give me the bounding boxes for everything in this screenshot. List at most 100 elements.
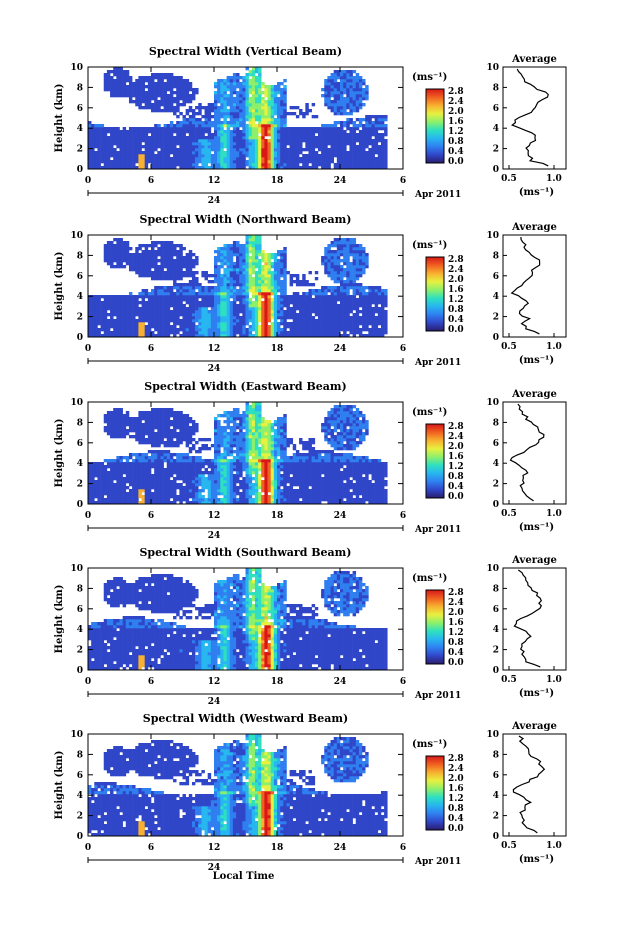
heatmap-cell: [305, 145, 309, 149]
heatmap-cell: [132, 477, 136, 481]
heatmap-cell: [371, 310, 375, 314]
heatmap-cell: [122, 79, 127, 83]
heatmap-cell: [154, 253, 158, 257]
heatmap-cell: [141, 501, 145, 505]
heatmap-cell: [147, 136, 152, 140]
heatmap-cell: [248, 262, 253, 266]
heatmap-cell: [226, 262, 231, 266]
heatmap-cell: [94, 489, 98, 493]
heatmap-cell: [283, 136, 287, 140]
heatmap-cell: [314, 292, 319, 296]
heatmap-cell: [321, 301, 325, 305]
heatmap-cell: [232, 268, 237, 272]
heatmap-cell: [94, 127, 98, 131]
heatmap-cell: [283, 148, 287, 152]
heatmap-cell: [128, 480, 133, 484]
heatmap-cell: [333, 127, 338, 131]
heatmap-cell: [147, 292, 152, 296]
heatmap-cell: [349, 109, 353, 113]
heatmap-cell: [340, 238, 344, 242]
heatmap-cell: [289, 139, 294, 143]
heatmap-cell: [270, 151, 275, 155]
heatmap-cell: [119, 456, 123, 460]
heatmap-cell: [110, 91, 114, 95]
heatmap-cell: [110, 142, 114, 146]
heatmap-cell: [374, 316, 379, 320]
heatmap-cell: [340, 334, 344, 338]
heatmap-cell: [273, 124, 278, 128]
heatmap-cell: [138, 82, 142, 86]
heatmap-cell: [160, 310, 164, 314]
heatmap-cell: [169, 325, 174, 329]
heatmap-cell: [251, 157, 256, 161]
heatmap-cell: [128, 268, 133, 272]
heatmap-cell: [330, 250, 334, 254]
heatmap-cell: [242, 109, 246, 113]
heatmap-cell: [254, 259, 259, 263]
heatmap-cell: [251, 328, 256, 332]
heatmap-cell: [333, 259, 338, 263]
heatmap-cell: [340, 76, 344, 80]
heatmap-cell: [261, 142, 265, 146]
heatmap-cell: [106, 322, 111, 326]
heatmap-cell: [273, 322, 278, 326]
heatmap-cell: [182, 313, 186, 317]
heatmap-cell: [229, 295, 234, 299]
heatmap-cell: [258, 130, 262, 134]
heatmap-cell: [223, 286, 227, 290]
heatmap-cell: [280, 286, 284, 290]
heatmap-cell: [141, 295, 145, 299]
heatmap-cell: [125, 322, 130, 326]
heatmap-cell: [251, 160, 256, 164]
heatmap-cell: [280, 331, 284, 335]
heatmap-cell: [324, 85, 328, 89]
heatmap-cell: [138, 432, 142, 436]
heatmap-cell: [135, 301, 139, 305]
heatmap-cell: [160, 73, 164, 77]
heatmap-cell: [157, 100, 161, 104]
heatmap-cell: [311, 139, 316, 143]
heatmap-cell: [333, 130, 338, 134]
heatmap-cell: [106, 130, 111, 134]
heatmap-cell: [132, 301, 136, 305]
heatmap-cell: [116, 295, 120, 299]
heatmap-cell: [280, 301, 284, 305]
heatmap-cell: [270, 310, 275, 314]
heatmap-cell: [169, 259, 174, 263]
heatmap-cell: [128, 247, 133, 251]
heatmap-cell: [169, 97, 174, 101]
heatmap-cell: [242, 139, 246, 143]
heatmap-cell: [254, 265, 259, 269]
heatmap-cell: [103, 256, 108, 260]
heatmap-cell: [94, 151, 98, 155]
heatmap-cell: [330, 124, 334, 128]
heatmap-cell: [220, 277, 224, 281]
heatmap-cell: [176, 163, 180, 167]
heatmap-cell: [264, 301, 268, 305]
heatmap-cell: [362, 286, 366, 290]
heatmap-cell: [151, 106, 155, 110]
heatmap-cell: [217, 166, 221, 170]
heatmap-cell: [242, 283, 246, 287]
heatmap-cell: [166, 265, 171, 269]
heatmap-cell: [371, 127, 375, 131]
heatmap-cell: [122, 414, 127, 418]
heatmap-cell: [135, 85, 139, 89]
heatmap-cell: [349, 76, 353, 80]
heatmap-cell: [157, 157, 161, 161]
heatmap-cell: [358, 256, 363, 260]
heatmap-cell: [317, 133, 322, 137]
heatmap-cell: [182, 298, 186, 302]
heatmap-cell: [113, 328, 117, 332]
heatmap-cell: [302, 298, 306, 302]
heatmap-cell: [346, 121, 350, 125]
heatmap-cell: [160, 154, 164, 158]
heatmap-cell: [163, 253, 168, 257]
heatmap-cell: [286, 310, 290, 314]
heatmap-cell: [333, 298, 338, 302]
heatmap-cell: [346, 70, 350, 74]
heatmap-cell: [195, 112, 199, 116]
heatmap-cell: [242, 142, 246, 146]
heatmap-cell: [166, 100, 171, 104]
heatmap-cell: [147, 253, 152, 257]
